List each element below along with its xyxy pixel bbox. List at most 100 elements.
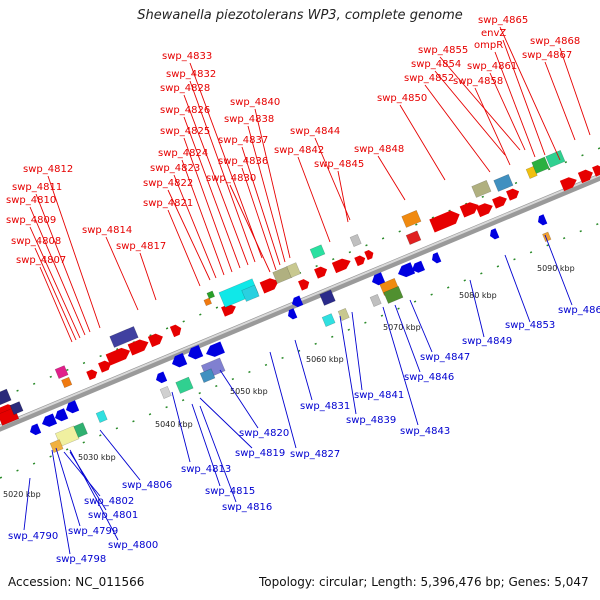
gene-label[interactable]: swp_4798 xyxy=(56,554,106,565)
gene-label[interactable]: swp_4842 xyxy=(274,145,324,156)
forward-gene[interactable] xyxy=(218,278,259,308)
gene-label[interactable]: swp_4801 xyxy=(88,510,138,521)
gene-label[interactable]: swp_4830 xyxy=(206,173,256,184)
reverse-gene[interactable] xyxy=(383,285,404,304)
gene-label[interactable]: swp_4868 xyxy=(530,36,580,47)
forward-gene[interactable] xyxy=(241,284,260,302)
forward-gene[interactable] xyxy=(364,249,375,261)
forward-gene[interactable] xyxy=(169,323,183,338)
reverse-gene[interactable] xyxy=(536,214,548,226)
forward-gene[interactable] xyxy=(592,164,600,177)
forward-gene[interactable] xyxy=(109,326,139,348)
gene-label[interactable]: swp_4828 xyxy=(160,83,210,94)
reverse-gene[interactable] xyxy=(290,295,304,309)
reverse-gene[interactable] xyxy=(204,341,225,360)
forward-gene[interactable] xyxy=(354,254,367,267)
reverse-gene[interactable] xyxy=(488,228,500,240)
forward-gene[interactable] xyxy=(105,345,133,366)
reverse-gene[interactable] xyxy=(321,313,336,327)
gene-label[interactable]: swp_4810 xyxy=(6,195,56,206)
gene-label[interactable]: swp_4860 xyxy=(558,305,600,316)
gene-label[interactable]: swp_4854 xyxy=(411,59,461,70)
gene-label[interactable]: swp_4799 xyxy=(68,526,118,537)
gene-label[interactable]: swp_4826 xyxy=(160,105,210,116)
reverse-gene[interactable] xyxy=(73,422,88,438)
gene-label[interactable]: swp_4849 xyxy=(462,336,512,347)
reverse-gene[interactable] xyxy=(53,408,69,423)
forward-gene[interactable] xyxy=(459,200,481,218)
gene-label[interactable]: swp_4853 xyxy=(505,320,555,331)
forward-gene[interactable] xyxy=(221,302,238,317)
gene-label[interactable]: swp_4824 xyxy=(158,148,208,159)
gene-label[interactable]: swp_4815 xyxy=(205,486,255,497)
gene-label[interactable]: swp_4867 xyxy=(522,50,572,61)
reverse-gene[interactable] xyxy=(396,262,416,279)
gene-label[interactable]: swp_4846 xyxy=(404,372,454,383)
forward-gene[interactable] xyxy=(127,337,151,356)
gene-label[interactable]: swp_4833 xyxy=(162,51,212,62)
reverse-gene[interactable] xyxy=(154,371,168,385)
reverse-gene[interactable] xyxy=(370,272,386,287)
reverse-gene[interactable] xyxy=(9,401,24,415)
gene-label[interactable]: swp_4847 xyxy=(420,352,470,363)
gene-label[interactable]: swp_4814 xyxy=(82,225,132,236)
forward-gene[interactable] xyxy=(405,230,422,245)
forward-gene[interactable] xyxy=(61,376,73,389)
gene-label[interactable]: swp_4844 xyxy=(290,126,340,137)
gene-label[interactable]: swp_4831 xyxy=(300,401,350,412)
gene-label[interactable]: swp_4836 xyxy=(218,156,268,167)
gene-label[interactable]: swp_4816 xyxy=(222,502,272,513)
forward-gene[interactable] xyxy=(331,256,353,274)
gene-label[interactable]: swp_4852 xyxy=(404,73,454,84)
forward-gene[interactable] xyxy=(471,179,492,198)
forward-gene[interactable] xyxy=(531,156,550,174)
gene-label[interactable]: swp_4822 xyxy=(143,178,193,189)
reverse-gene[interactable] xyxy=(159,385,172,399)
reverse-gene[interactable] xyxy=(199,368,216,383)
gene-label[interactable]: swp_4811 xyxy=(12,182,62,193)
gene-label[interactable]: swp_4821 xyxy=(143,198,193,209)
gene-label[interactable]: swp_4865 xyxy=(478,15,528,26)
forward-gene[interactable] xyxy=(475,201,495,218)
forward-gene[interactable] xyxy=(206,290,216,300)
forward-gene[interactable] xyxy=(98,359,113,373)
gene-label[interactable]: swp_4832 xyxy=(166,69,216,80)
gene-label[interactable]: ompR xyxy=(474,40,503,51)
gene-label[interactable]: swp_4837 xyxy=(218,135,268,146)
forward-gene[interactable] xyxy=(147,332,165,348)
gene-label[interactable]: swp_4820 xyxy=(239,428,289,439)
gene-label[interactable]: swp_4809 xyxy=(6,215,56,226)
gene-label[interactable]: swp_4790 xyxy=(8,531,58,542)
reverse-gene[interactable] xyxy=(410,260,425,275)
gene-label[interactable]: swp_4858 xyxy=(453,76,503,87)
forward-gene[interactable] xyxy=(54,365,69,379)
gene-label[interactable]: swp_4819 xyxy=(235,448,285,459)
forward-gene[interactable] xyxy=(429,208,462,233)
forward-gene[interactable] xyxy=(286,262,301,278)
forward-gene[interactable] xyxy=(314,265,329,279)
gene-label[interactable]: swp_4800 xyxy=(108,540,158,551)
reverse-gene[interactable] xyxy=(49,439,64,453)
forward-gene[interactable] xyxy=(259,276,281,294)
forward-gene[interactable] xyxy=(349,233,362,247)
reverse-gene[interactable] xyxy=(175,376,194,394)
forward-gene[interactable] xyxy=(0,388,12,406)
gene-label[interactable]: envZ xyxy=(481,28,506,39)
forward-gene[interactable] xyxy=(506,187,521,201)
gene-label[interactable]: swp_4848 xyxy=(354,144,404,155)
gene-label[interactable]: swp_4843 xyxy=(400,426,450,437)
gene-label[interactable]: swp_4841 xyxy=(354,390,404,401)
reverse-gene[interactable] xyxy=(28,423,42,437)
gene-label[interactable]: swp_4817 xyxy=(116,241,166,252)
gene-label[interactable]: swp_4827 xyxy=(290,449,340,460)
reverse-gene[interactable] xyxy=(430,252,442,264)
gene-label[interactable]: swp_4802 xyxy=(84,496,134,507)
reverse-gene[interactable] xyxy=(337,307,350,321)
reverse-gene[interactable] xyxy=(542,231,552,243)
reverse-gene[interactable] xyxy=(40,413,58,430)
reverse-gene[interactable] xyxy=(186,345,204,361)
gene-label[interactable]: swp_4806 xyxy=(122,480,172,491)
reverse-gene[interactable] xyxy=(170,353,188,369)
forward-gene[interactable] xyxy=(559,175,579,192)
forward-gene[interactable] xyxy=(545,149,566,168)
